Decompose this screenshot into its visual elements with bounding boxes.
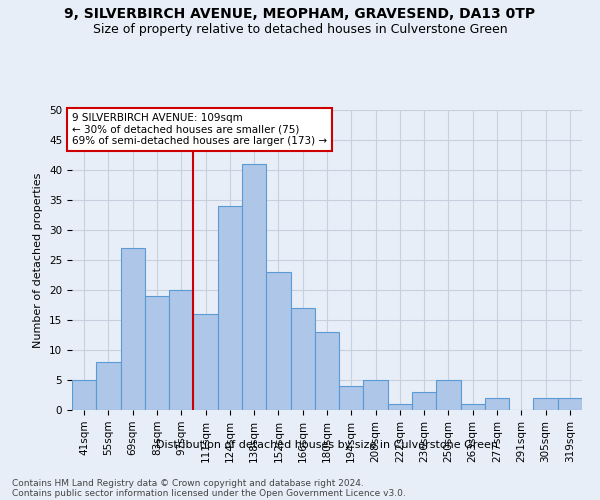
Bar [121,248,145,410]
Bar [169,290,193,410]
Bar [388,404,412,410]
Bar [315,332,339,410]
Bar [485,398,509,410]
Text: Distribution of detached houses by size in Culverstone Green: Distribution of detached houses by size … [156,440,498,450]
Bar [266,272,290,410]
Text: Contains public sector information licensed under the Open Government Licence v3: Contains public sector information licen… [12,488,406,498]
Bar [145,296,169,410]
Bar [558,398,582,410]
Bar [436,380,461,410]
Text: 9, SILVERBIRCH AVENUE, MEOPHAM, GRAVESEND, DA13 0TP: 9, SILVERBIRCH AVENUE, MEOPHAM, GRAVESEN… [64,8,536,22]
Bar [461,404,485,410]
Bar [218,206,242,410]
Bar [364,380,388,410]
Text: Size of property relative to detached houses in Culverstone Green: Size of property relative to detached ho… [92,22,508,36]
Bar [412,392,436,410]
Bar [290,308,315,410]
Bar [339,386,364,410]
Bar [533,398,558,410]
Bar [72,380,96,410]
Bar [242,164,266,410]
Text: Contains HM Land Registry data © Crown copyright and database right 2024.: Contains HM Land Registry data © Crown c… [12,478,364,488]
Y-axis label: Number of detached properties: Number of detached properties [34,172,43,348]
Text: 9 SILVERBIRCH AVENUE: 109sqm
← 30% of detached houses are smaller (75)
69% of se: 9 SILVERBIRCH AVENUE: 109sqm ← 30% of de… [72,113,327,146]
Bar [96,362,121,410]
Bar [193,314,218,410]
